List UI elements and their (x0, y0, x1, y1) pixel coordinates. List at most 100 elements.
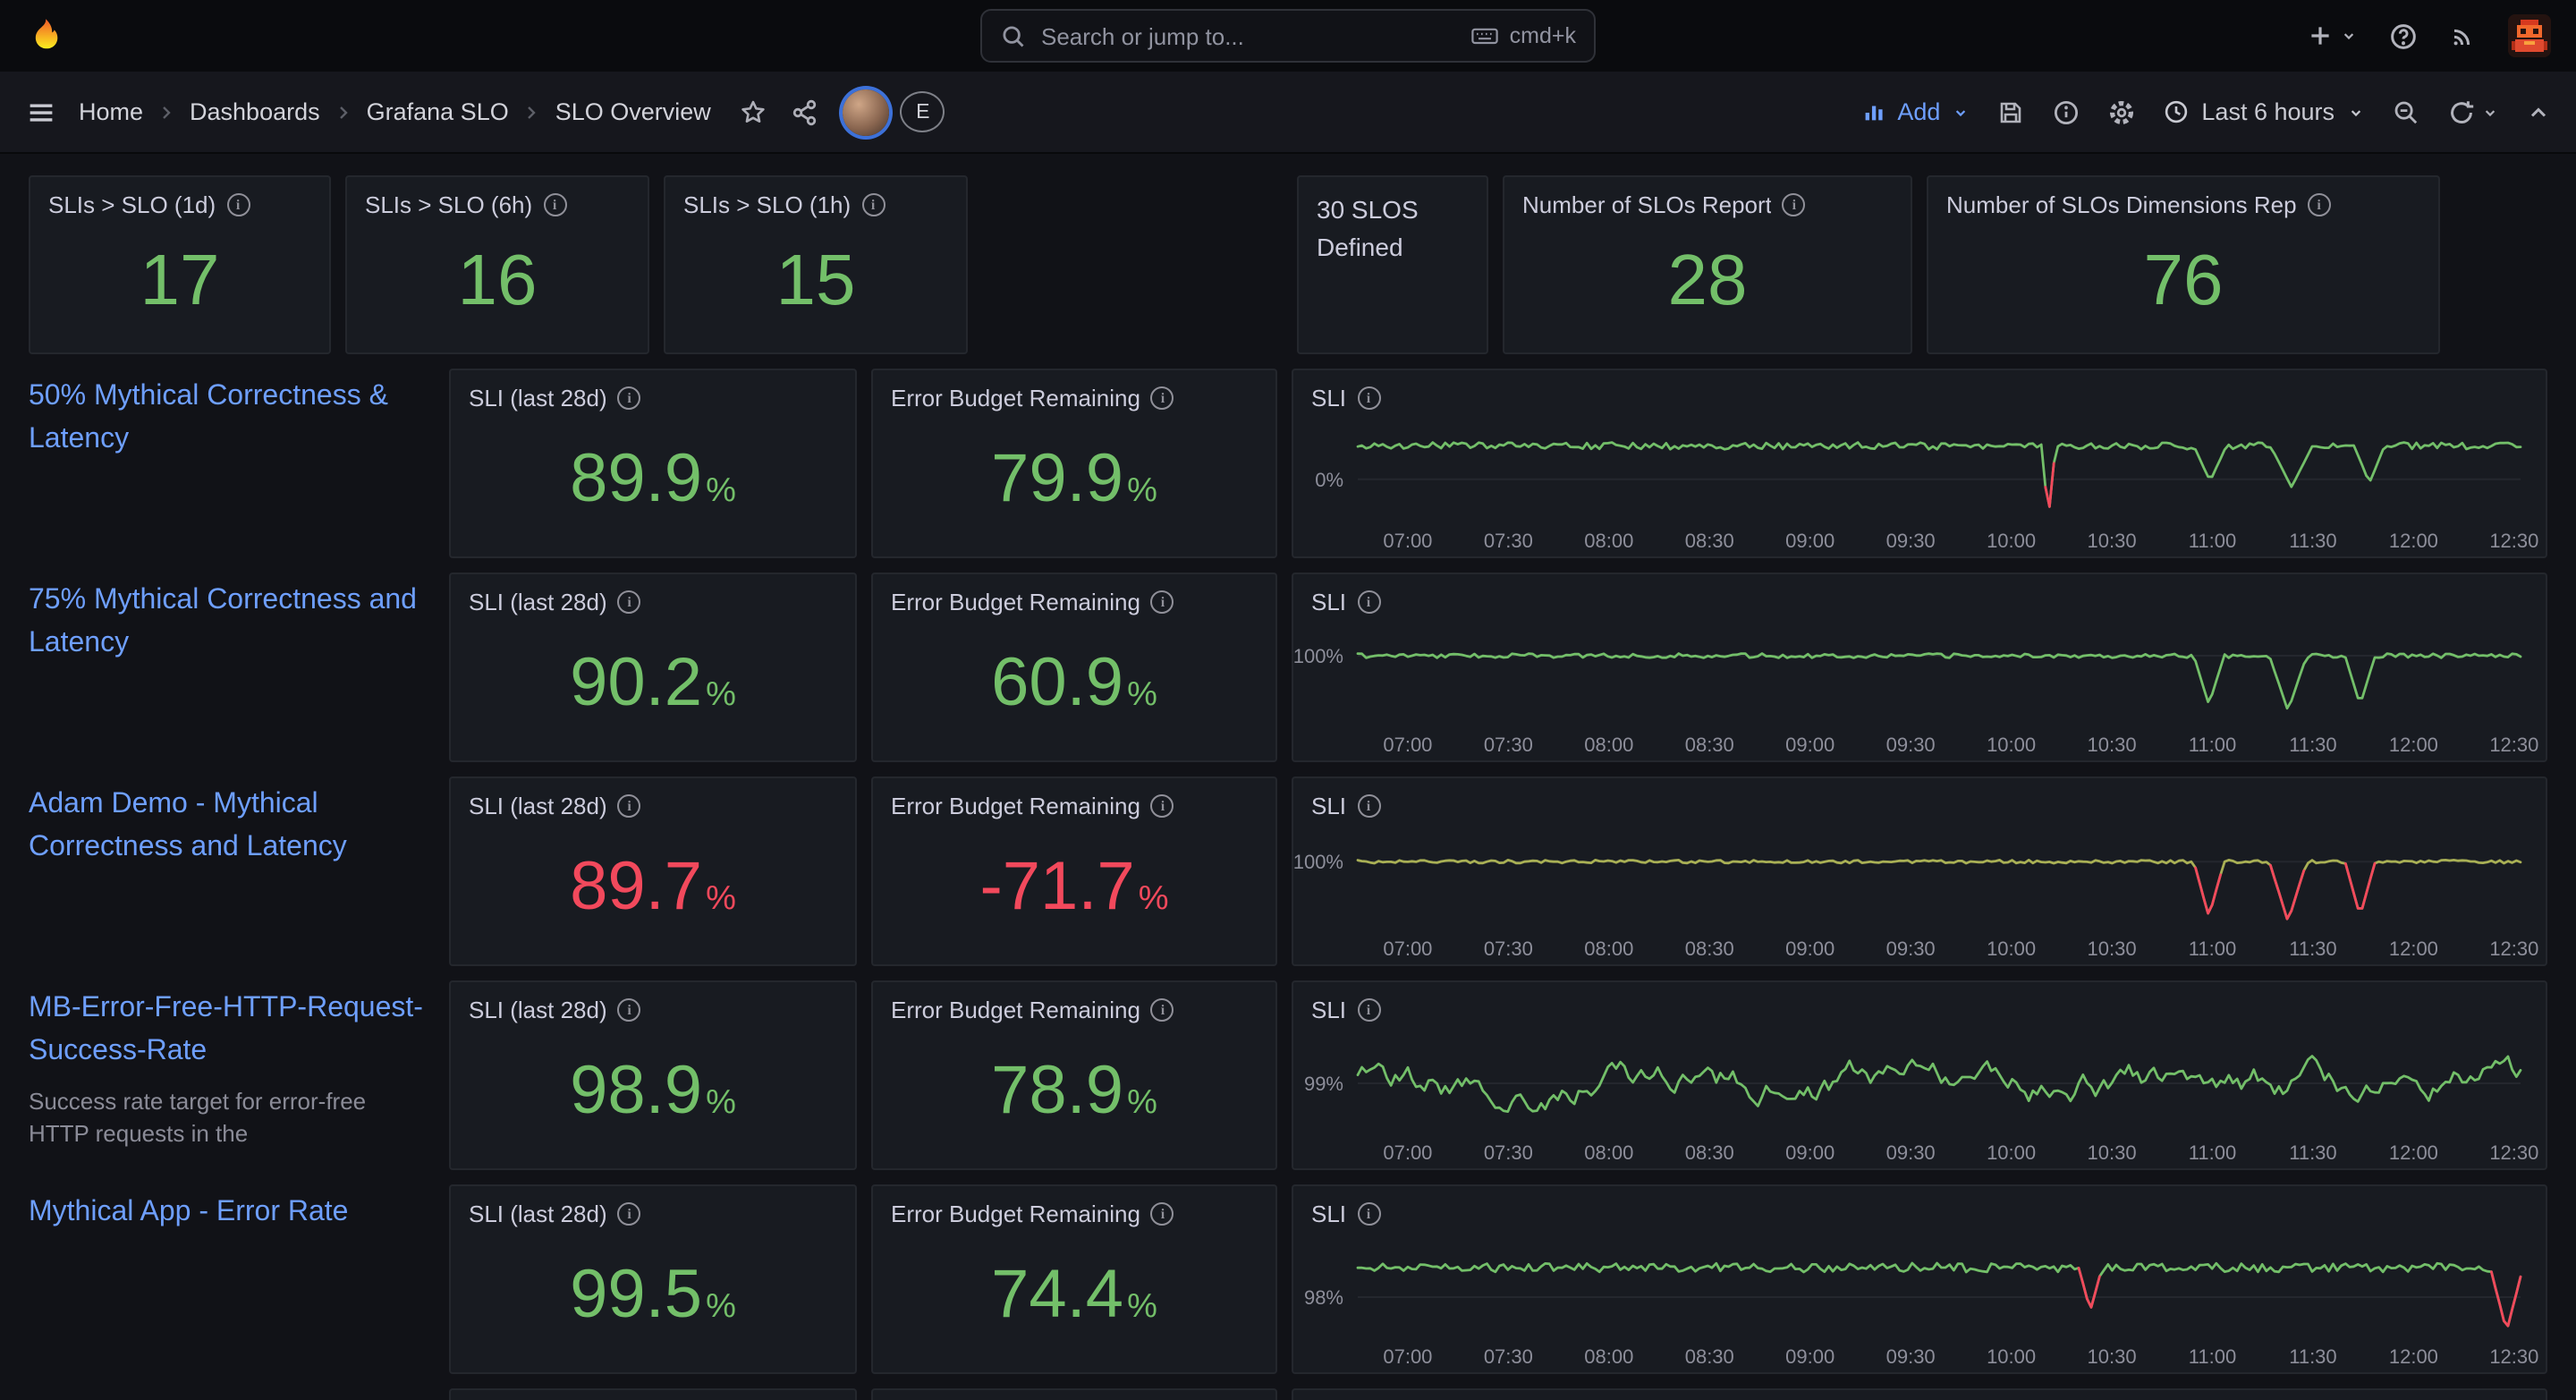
help-button[interactable] (2388, 21, 2419, 51)
panel-title[interactable]: Error Budget Remaining (873, 982, 1275, 1023)
panel-title[interactable]: SLI (1293, 778, 2546, 819)
svg-text:09:00: 09:00 (1785, 530, 1835, 552)
breadcrumb-slo-overview[interactable]: SLO Overview (555, 98, 711, 125)
info-icon[interactable] (1782, 193, 1806, 216)
svg-text:07:30: 07:30 (1484, 1141, 1533, 1164)
panel-title-text: SLI (last 28d) (469, 1201, 607, 1227)
panel-title[interactable]: SLI (last 28d) (451, 574, 855, 615)
svg-text:10:30: 10:30 (2088, 1141, 2137, 1164)
svg-text:11:30: 11:30 (2289, 530, 2336, 552)
info-icon[interactable] (543, 193, 567, 216)
dashboard-insights-button[interactable] (2051, 98, 2080, 126)
svg-text:08:30: 08:30 (1685, 1141, 1734, 1164)
info-icon[interactable] (617, 386, 641, 410)
panel-title[interactable]: SLI (last 28d) (451, 778, 855, 819)
text-panel-slos-defined: 30 SLOS Defined (1297, 175, 1488, 354)
svg-text:07:30: 07:30 (1484, 734, 1533, 756)
panel-title[interactable]: Error Budget Remaining (873, 370, 1275, 412)
slo-link[interactable]: 50% Mythical Correctness & Latency (29, 381, 388, 454)
info-icon[interactable] (2307, 193, 2331, 216)
save-dashboard-button[interactable] (1996, 98, 2024, 126)
panel-title[interactable]: SLI (1293, 1186, 2546, 1227)
info-icon[interactable] (617, 998, 641, 1022)
svg-text:07:00: 07:00 (1383, 938, 1432, 960)
menu-toggle-button[interactable] (25, 96, 57, 128)
svg-text:07:30: 07:30 (1484, 938, 1533, 960)
refresh-button[interactable] (2447, 98, 2499, 126)
svg-text:09:00: 09:00 (1785, 734, 1835, 756)
panel-title[interactable]: SLI (last 28d) (451, 982, 855, 1023)
slo-link[interactable]: Mythical App - Error Rate (29, 1197, 349, 1227)
sli-sparkline[interactable]: 100% 07:00 07:30 08:00 08:30 09:00 09:30 10:00 1… (1293, 615, 2546, 760)
add-panel-button[interactable]: Add (1860, 98, 1969, 125)
panel-title[interactable]: SLI (1293, 982, 2546, 1023)
error-budget-panel: Error Budget Remaining 60.9% (871, 573, 1277, 762)
info-icon[interactable] (1357, 1202, 1381, 1226)
panel-title[interactable]: SLI (1293, 574, 2546, 615)
panel-title[interactable]: SLIs > SLO (6h) (347, 177, 648, 218)
info-icon[interactable] (1357, 386, 1381, 410)
share-button[interactable] (792, 98, 820, 126)
panel-title[interactable]: Error Budget Remaining (873, 1186, 1275, 1227)
svg-text:12:30: 12:30 (2489, 1141, 2538, 1164)
dashboard-owner-avatar[interactable] (843, 89, 890, 135)
sli-chart-panel: SLI 0% 07:00 07:30 08:00 08:30 09:00 09:30 10:0… (1292, 369, 2547, 558)
info-icon[interactable] (1150, 386, 1174, 410)
info-icon[interactable] (617, 794, 641, 818)
breadcrumb-dashboards[interactable]: Dashboards (190, 98, 320, 125)
favorite-star-button[interactable] (740, 98, 768, 126)
sli-28d-panel (449, 1388, 857, 1400)
info-icon[interactable] (226, 193, 250, 216)
slo-link[interactable]: 75% Mythical Correctness and Latency (29, 585, 417, 658)
dashboard-settings-button[interactable] (2106, 98, 2135, 126)
editor-badge[interactable]: E (900, 91, 945, 132)
panel-title[interactable]: SLI (1293, 370, 2546, 412)
slo-link[interactable]: Adam Demo - Mythical Correctness and Lat… (29, 789, 347, 862)
stat-value: 15 (775, 242, 856, 320)
info-icon[interactable] (617, 590, 641, 614)
sli-sparkline[interactable]: 98% 07:00 07:30 08:00 08:30 09:00 09:30 10:00 10… (1293, 1227, 2546, 1372)
panel-title[interactable]: Number of SLOs Report (1504, 177, 1911, 218)
info-icon[interactable] (1150, 794, 1174, 818)
time-range-label: Last 6 hours (2201, 98, 2334, 125)
panel-title[interactable]: Error Budget Remaining (873, 574, 1275, 615)
breadcrumb-home[interactable]: Home (79, 98, 144, 125)
info-icon[interactable] (1150, 1202, 1174, 1226)
rss-icon[interactable] (2449, 21, 2478, 50)
svg-text:09:30: 09:30 (1886, 1141, 1936, 1164)
info-icon[interactable] (1357, 998, 1381, 1022)
sli-sparkline[interactable]: 0% 07:00 07:30 08:00 08:30 09:00 09:30 10:00 10:… (1293, 412, 2546, 556)
panel-title[interactable]: SLIs > SLO (1d) (30, 177, 329, 218)
sli-sparkline[interactable]: 100% 07:00 07:30 08:00 08:30 09:00 09:30 10:00 1… (1293, 819, 2546, 964)
time-range-picker[interactable]: Last 6 hours (2162, 98, 2365, 125)
grafana-logo-icon[interactable] (25, 16, 64, 55)
panel-title-text: SLIs > SLO (1h) (683, 191, 852, 218)
breadcrumb-grafana-slo[interactable]: Grafana SLO (366, 98, 509, 125)
slo-link[interactable]: MB-Error-Free-HTTP-Request-Success-Rate (29, 993, 423, 1066)
sli-value: 98.9% (570, 1054, 736, 1129)
collapse-toolbar-button[interactable] (2526, 99, 2551, 124)
info-icon[interactable] (1150, 590, 1174, 614)
shortcut-label: cmd+k (1509, 23, 1576, 48)
info-icon[interactable] (1150, 998, 1174, 1022)
info-icon[interactable] (861, 193, 886, 216)
svg-text:08:30: 08:30 (1685, 1345, 1734, 1368)
panel-title[interactable]: SLIs > SLO (1h) (665, 177, 966, 218)
panel-title[interactable]: Number of SLOs Dimensions Rep (1928, 177, 2438, 218)
slo-title-panel: Mythical App - Error Rate (29, 1184, 435, 1374)
zoom-out-button[interactable] (2392, 98, 2420, 126)
sli-sparkline[interactable]: 99% 07:00 07:30 08:00 08:30 09:00 09:30 10:00 10… (1293, 1023, 2546, 1168)
info-icon[interactable] (617, 1202, 641, 1226)
sli-chart-panel (1292, 1388, 2547, 1400)
panel-title[interactable]: SLI (last 28d) (451, 370, 855, 412)
info-icon[interactable] (1357, 590, 1381, 614)
info-icon[interactable] (1357, 794, 1381, 818)
panel-title[interactable]: Error Budget Remaining (873, 778, 1275, 819)
panel-title[interactable]: SLI (last 28d) (451, 1186, 855, 1227)
svg-text:09:00: 09:00 (1785, 1345, 1835, 1368)
slo-title-panel: 75% Mythical Correctness and Latency (29, 573, 435, 762)
user-profile-avatar[interactable] (2508, 14, 2551, 57)
svg-text:08:30: 08:30 (1685, 938, 1734, 960)
search-input[interactable]: Search or jump to... cmd+k (980, 9, 1596, 63)
new-button[interactable] (2306, 21, 2358, 50)
